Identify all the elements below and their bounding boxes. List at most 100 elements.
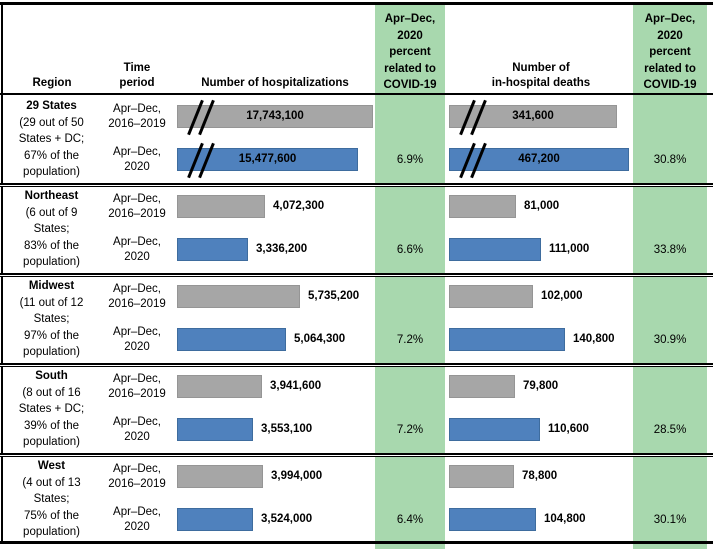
deaths-bar: [449, 285, 533, 308]
bar-value-label: 111,000: [549, 243, 590, 255]
region-subtitle: (4 out of 13 States; 75% of the populati…: [22, 476, 81, 539]
region-section: 29 States (29 out of 50 States + DC; 67% …: [0, 95, 713, 185]
time-period-label: Apr–Dec, 2020: [113, 235, 161, 263]
covid-percent-hospitalizations: 6.6%: [396, 243, 424, 256]
column-header-hospitalizations: Number of hospitalizations: [201, 77, 349, 89]
hospitalizations-bar-group: 3,994,000: [177, 465, 322, 488]
hospitalizations-bar-group: 4,072,300: [177, 195, 324, 218]
hospitalizations-bar: [177, 328, 286, 351]
bar-value-label: 3,941,600: [270, 380, 322, 392]
region-cell: 29 States (29 out of 50 States + DC; 67% …: [3, 98, 100, 181]
bar-value-label: 17,743,100: [246, 110, 304, 122]
section-separator-line: [0, 183, 713, 187]
region-cell: South (8 out of 16 States + DC; 39% of th…: [3, 368, 100, 451]
region-section: Midwest (11 out of 12 States; 97% of the …: [0, 275, 713, 365]
section-separator-line: [0, 273, 713, 277]
column-header-region: Region: [32, 77, 72, 89]
region-section: West (4 out of 13 States; 75% of the popu…: [0, 455, 713, 545]
region-subtitle: (6 out of 9 States; 83% of the populatio…: [23, 206, 80, 269]
hospitalizations-bar-group: 3,336,200: [177, 238, 307, 261]
hospitalizations-bar: [177, 375, 262, 398]
deaths-bar-group: 78,800: [449, 465, 557, 488]
deaths-bar-group: 467,200: [449, 142, 629, 179]
hospitalizations-bar: [177, 418, 253, 441]
bar-value-label: 79,800: [523, 380, 559, 392]
hospitalizations-bar: [177, 142, 358, 179]
covid-percent-deaths: 30.9%: [653, 333, 687, 346]
bar-value-label: 78,800: [522, 470, 558, 482]
section-separator-line: [0, 363, 713, 367]
region-section: Northeast (6 out of 9 States; 83% of the …: [0, 185, 713, 275]
region-cell: Midwest (11 out of 12 States; 97% of the …: [3, 278, 100, 361]
deaths-bar: [449, 238, 541, 261]
covid-percent-deaths: 28.5%: [653, 423, 687, 436]
hospitalizations-bar: [177, 508, 253, 531]
time-period-label: Apr–Dec, 2016–2019: [108, 192, 166, 220]
bar-value-label: 5,735,200: [308, 290, 360, 302]
region-name: Midwest: [28, 280, 75, 292]
bar-value-label: 110,600: [548, 423, 589, 435]
region-cell: Northeast (6 out of 9 States; 83% of the …: [3, 188, 100, 271]
region-subtitle: (29 out of 50 States + DC; 67% of the po…: [18, 116, 85, 179]
time-period-label: Apr–Dec, 2020: [113, 325, 161, 353]
region-name: West: [37, 460, 66, 472]
deaths-bar: [449, 99, 617, 136]
covid-percent-hospitalizations: 7.2%: [396, 333, 424, 346]
bar-value-label: 104,800: [544, 513, 586, 525]
deaths-bar: [449, 195, 516, 218]
bar-value-label: 5,064,300: [294, 333, 346, 345]
bar-value-label: 15,477,600: [238, 153, 297, 165]
hospitalizations-bar: [177, 195, 265, 218]
region-subtitle: (11 out of 12 States; 97% of the populat…: [19, 296, 84, 359]
hospitalizations-bar-group: 17,743,100: [177, 99, 373, 136]
deaths-bar-group: 104,800: [449, 508, 586, 531]
deaths-bar-group: 79,800: [449, 375, 558, 398]
column-header-covid-percent-hospitalizations: Apr–Dec, 2020 percent related to COVID-1…: [383, 13, 437, 91]
bar-value-label: 81,000: [524, 200, 560, 212]
covid-percent-deaths: 30.8%: [653, 153, 687, 166]
deaths-bar: [449, 375, 515, 398]
covid-percent-deaths: 30.1%: [653, 513, 687, 526]
covid-percent-deaths: 33.8%: [653, 243, 687, 256]
hospitalizations-bar-group: 15,477,600: [177, 142, 358, 179]
bar-value-label: 341,600: [512, 110, 554, 122]
region-name: Northeast: [24, 190, 79, 202]
covid-percent-hospitalizations: 7.2%: [396, 423, 424, 436]
region-section: South (8 out of 16 States + DC; 39% of th…: [0, 365, 713, 455]
hospitalizations-bar: [177, 238, 248, 261]
hospitalizations-bar-group: 5,735,200: [177, 285, 359, 308]
bar-value-label: 3,336,200: [256, 243, 308, 255]
region-name: 29 States: [26, 100, 77, 112]
deaths-bar: [449, 508, 536, 531]
bar-value-label: 467,200: [518, 153, 560, 165]
time-period-label: Apr–Dec, 2016–2019: [108, 462, 166, 490]
hospitalizations-bar: [177, 285, 300, 308]
table-top-border: [0, 2, 713, 5]
bar-value-label: 102,000: [541, 290, 583, 302]
deaths-bar-group: 102,000: [449, 285, 583, 308]
covid-percent-hospitalizations: 6.4%: [396, 513, 424, 526]
covid-percent-column-hospitalizations: [375, 5, 445, 549]
deaths-bar-group: 111,000: [449, 238, 589, 261]
covid-percent-hospitalizations: 6.9%: [396, 153, 424, 166]
bar-value-label: 140,800: [573, 333, 615, 345]
time-period-label: Apr–Dec, 2016–2019: [108, 372, 166, 400]
column-header-in-hospital-deaths: Number of in-hospital deaths: [491, 62, 591, 89]
deaths-bar-group: 110,600: [449, 418, 589, 441]
deaths-bar-group: 81,000: [449, 195, 559, 218]
deaths-bar-group: 140,800: [449, 328, 615, 351]
time-period-label: Apr–Dec, 2020: [113, 145, 161, 173]
deaths-bar: [449, 465, 514, 488]
region-name: South: [35, 370, 68, 382]
bar-value-label: 3,994,000: [271, 470, 323, 482]
time-period-label: Apr–Dec, 2016–2019: [108, 102, 166, 130]
time-period-label: Apr–Dec, 2016–2019: [108, 282, 166, 310]
section-separator-line: [0, 453, 713, 457]
hospitalizations-bar-group: 3,553,100: [177, 418, 312, 441]
hospitalizations-bar: [177, 465, 263, 488]
column-header-time-period: Time period: [119, 62, 155, 89]
bar-value-label: 4,072,300: [273, 200, 325, 212]
table-bottom-border: [0, 541, 713, 544]
deaths-bar: [449, 142, 629, 179]
